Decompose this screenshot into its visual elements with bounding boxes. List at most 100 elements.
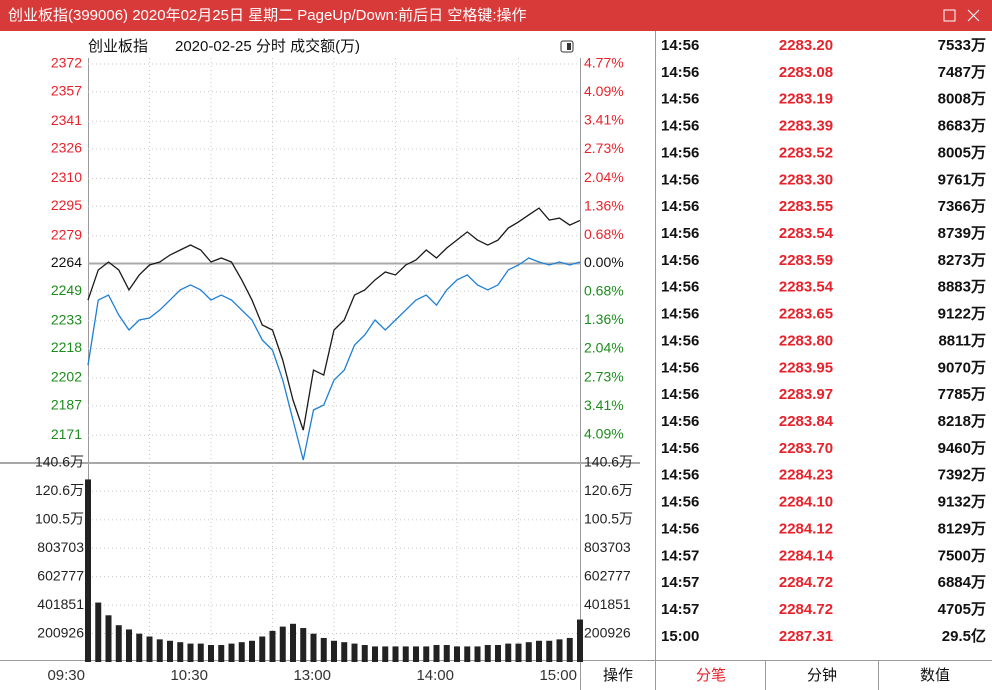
- y-tick-label: 2218: [51, 339, 82, 355]
- tick-time: 14:56: [661, 359, 699, 376]
- volume-bar: [238, 642, 245, 662]
- tick-price: 2284.14: [779, 547, 834, 564]
- volume-bar: [156, 639, 163, 662]
- volume-bar: [372, 646, 378, 662]
- volume-tick-label: 200926: [37, 624, 84, 640]
- y2-tick-label: 3.41%: [584, 112, 624, 128]
- tick-time: 14:57: [661, 574, 699, 591]
- tick-time: 14:56: [661, 198, 699, 215]
- volume-tick-label: 803703: [584, 539, 631, 555]
- volume-bar: [392, 646, 399, 662]
- volume-bar: [556, 639, 563, 662]
- chart-title: 创业板指: [88, 37, 148, 55]
- volume-bar: [279, 626, 286, 662]
- tick-price: 2283.80: [779, 332, 833, 349]
- y-tick-label: 2326: [51, 140, 82, 156]
- volume-tick-label: 401851: [37, 596, 84, 612]
- x-tick-label: 15:00: [539, 667, 577, 684]
- tick-time: 14:56: [661, 64, 699, 81]
- tick-price: 2283.70: [779, 440, 833, 457]
- volume-tick-label: 140.6万: [35, 454, 84, 470]
- y-tick-label: 2264: [51, 254, 82, 270]
- tick-time: 14:56: [661, 306, 699, 323]
- tick-price: 2284.10: [779, 494, 833, 511]
- tick-price: 2283.97: [779, 386, 833, 403]
- chart-subtitle: 2020-02-25 分时 成交额(万): [175, 37, 360, 55]
- volume-bar: [536, 640, 542, 662]
- y-tick-label: 2372: [51, 55, 82, 71]
- tab[interactable]: 分钟: [807, 667, 837, 684]
- volume-tick-label: 803703: [37, 539, 84, 555]
- maximize-button[interactable]: [943, 9, 956, 22]
- tick-price: 2284.72: [779, 574, 833, 591]
- y2-tick-label: 4.09%: [584, 83, 624, 99]
- tick-volume: 8811万: [938, 332, 986, 349]
- tick-time: 14:56: [661, 171, 699, 188]
- tick-volume: 8005万: [938, 144, 986, 161]
- tab[interactable]: 数值: [920, 667, 950, 684]
- y-tick-label: 2249: [51, 282, 82, 298]
- volume-bar: [454, 646, 460, 662]
- volume-bar: [177, 642, 184, 662]
- tick-price: 2283.08: [779, 64, 833, 81]
- volume-bar: [310, 633, 317, 662]
- y2-tick-label: 2.73%: [584, 368, 624, 384]
- y2-tick-label: 3.41%: [584, 397, 624, 413]
- tick-price: 2283.19: [779, 91, 833, 108]
- tab[interactable]: 分笔: [696, 667, 726, 684]
- tick-volume: 29.5亿: [942, 627, 986, 645]
- y2-tick-label: 0.00%: [584, 254, 624, 270]
- y-tick-label: 2295: [51, 197, 82, 213]
- tick-volume: 8218万: [938, 413, 986, 430]
- window-title: 创业板指(399006) 2020年02月25日 星期二 PageUp/Down…: [8, 6, 527, 24]
- tick-price: 2283.52: [779, 144, 833, 161]
- y-tick-label: 2341: [51, 112, 82, 128]
- tick-volume: 9070万: [938, 359, 986, 376]
- tick-time: 14:56: [661, 91, 699, 108]
- volume-bar: [290, 623, 296, 662]
- tick-time: 14:56: [661, 386, 699, 403]
- volume-bar: [126, 629, 132, 662]
- volume-bar: [320, 637, 327, 662]
- tick-volume: 8273万: [938, 252, 986, 269]
- tick-volume: 7366万: [938, 198, 986, 215]
- volume-bar: [361, 645, 368, 662]
- y-tick-label: 2310: [51, 169, 82, 185]
- y2-tick-label: 2.04%: [584, 169, 624, 185]
- tick-time: 14:57: [661, 547, 699, 564]
- volume-bar: [228, 643, 235, 662]
- volume-bar: [423, 646, 430, 662]
- volume-bar: [105, 615, 112, 662]
- operate-button[interactable]: 操作: [603, 667, 633, 684]
- tick-time: 14:56: [661, 440, 699, 457]
- tick-price: 2283.55: [779, 198, 833, 215]
- close-button[interactable]: [967, 9, 980, 22]
- tick-volume: 8683万: [938, 118, 986, 135]
- tick-price: 2283.59: [779, 252, 833, 269]
- tick-volume: 7487万: [938, 64, 986, 81]
- volume-bar: [484, 645, 491, 662]
- volume-bar: [505, 643, 512, 662]
- tick-price: 2284.23: [779, 467, 833, 484]
- tick-volume: 9132万: [938, 494, 986, 511]
- x-tick-label: 14:00: [416, 667, 454, 684]
- volume-bar: [331, 640, 337, 662]
- toggle-icon[interactable]: [560, 40, 574, 53]
- volume-tick-label: 140.6万: [584, 454, 633, 470]
- volume-tick-label: 100.5万: [35, 510, 84, 526]
- tick-volume: 6884万: [938, 574, 986, 591]
- tick-price: 2284.12: [779, 520, 833, 537]
- tick-price: 2283.30: [779, 171, 833, 188]
- tick-volume: 9761万: [938, 171, 986, 188]
- tick-volume: 7500万: [938, 547, 986, 564]
- tick-time: 14:57: [661, 601, 699, 618]
- y2-tick-label: 4.09%: [584, 425, 624, 441]
- y2-tick-label: 1.36%: [584, 197, 624, 213]
- volume-tick-label: 602777: [37, 567, 84, 583]
- price-line: [87, 257, 581, 461]
- ticks-table: 14:56 2283.20 7533万 14:56 2283.08 7487万 14:56 2…: [661, 37, 986, 645]
- volume-bar: [495, 645, 501, 662]
- volume-bar: [136, 633, 143, 662]
- volume-bar: [208, 645, 214, 662]
